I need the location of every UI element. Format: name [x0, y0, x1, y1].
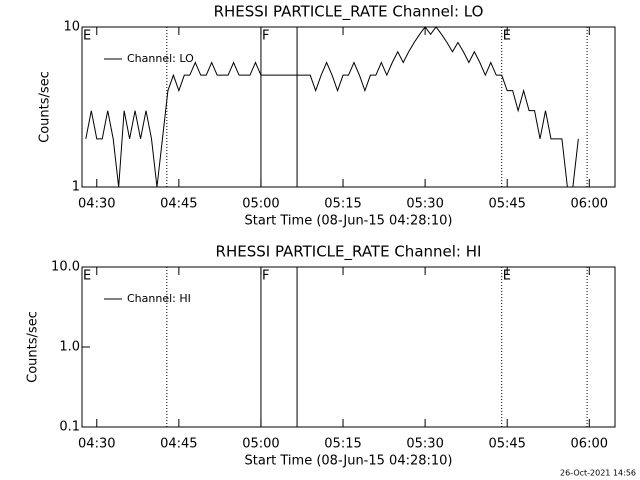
legend-label: Channel: HI	[127, 292, 191, 305]
chart-title: RHESSI PARTICLE_RATE Channel: LO	[214, 3, 484, 22]
x-axis-label: Start Time (08-Jun-15 04:28:10)	[245, 454, 453, 469]
y-axis-label: Counts/sec	[26, 311, 41, 383]
x-tick-label: 05:15	[324, 197, 361, 212]
x-tick-label: 05:45	[488, 197, 525, 212]
y-tick-label: 10	[63, 20, 80, 35]
x-tick-label: 05:45	[488, 437, 525, 452]
x-tick-label: 06:00	[571, 437, 608, 452]
y-tick-label: 1.0	[59, 340, 80, 355]
x-tick-label: 04:45	[160, 197, 197, 212]
chart-title: RHESSI PARTICLE_RATE Channel: HI	[216, 243, 482, 262]
x-tick-label: 05:00	[242, 437, 279, 452]
event-label: F	[262, 29, 269, 44]
x-tick-label: 05:15	[324, 437, 361, 452]
x-tick-label: 05:30	[406, 437, 443, 452]
event-label: E	[83, 269, 91, 284]
x-tick-label: 04:30	[78, 197, 115, 212]
x-axis-label: Start Time (08-Jun-15 04:28:10)	[245, 214, 453, 229]
timestamp: 26-Oct-2021 14:56	[560, 469, 636, 478]
y-tick-label: 10.0	[51, 260, 80, 275]
x-tick-label: 05:00	[242, 197, 279, 212]
event-label: E	[83, 29, 91, 44]
x-tick-label: 05:30	[406, 197, 443, 212]
event-label: E	[503, 269, 511, 284]
event-label: E	[503, 29, 511, 44]
y-axis-label: Counts/sec	[38, 71, 53, 143]
data-line	[85, 26, 579, 188]
legend-label: Channel: LO	[127, 52, 194, 65]
x-tick-label: 06:00	[571, 197, 608, 212]
x-tick-label: 04:30	[78, 437, 115, 452]
x-tick-label: 04:45	[160, 437, 197, 452]
plot-frame	[81, 266, 616, 428]
plot-frame	[81, 26, 616, 188]
y-tick-label: 1	[72, 180, 80, 195]
y-tick-label: 0.1	[59, 420, 80, 435]
event-label: F	[262, 269, 269, 284]
